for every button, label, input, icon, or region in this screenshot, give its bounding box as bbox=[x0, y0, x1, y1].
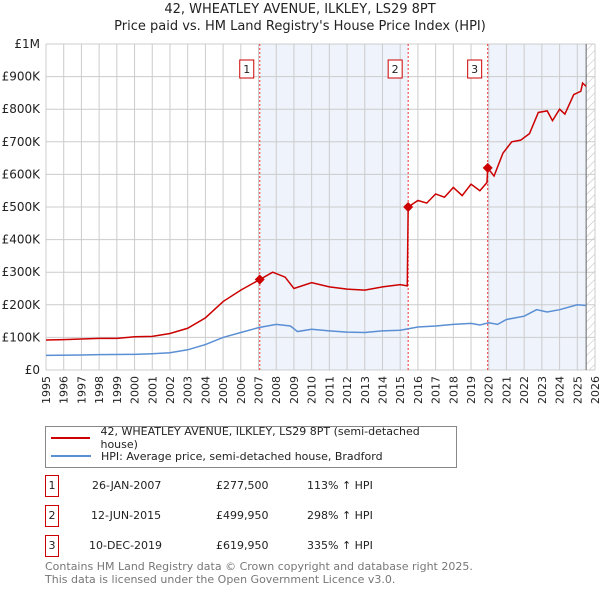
sale-point bbox=[403, 202, 414, 213]
sale-price: £277,500 bbox=[216, 479, 269, 492]
x-tick-label: 2025 bbox=[571, 376, 584, 404]
sale-marker-box bbox=[387, 59, 403, 79]
legend-item-hpi: HPI: Average price, semi-detached house,… bbox=[51, 448, 383, 464]
sale-row: 1 26-JAN-2007 £277,500 113% ↑ HPI bbox=[45, 475, 465, 497]
sale-hpi: 335% ↑ HPI bbox=[307, 539, 373, 552]
y-tick-label: £800K bbox=[2, 102, 42, 116]
sale-marker-box bbox=[239, 59, 255, 79]
sale-price: £499,950 bbox=[216, 509, 269, 522]
sale-marker-label: 1 bbox=[243, 63, 250, 76]
x-tick-label: 2005 bbox=[217, 376, 230, 404]
sale-marker: 1 bbox=[45, 475, 59, 497]
series-line bbox=[45, 304, 587, 357]
y-tick-label: £0 bbox=[25, 363, 40, 377]
legend-item-property: 42, WHEATLEY AVENUE, ILKLEY, LS29 8PT (s… bbox=[51, 425, 456, 451]
x-tick-label: 2017 bbox=[430, 376, 443, 404]
footer-copyright: Contains HM Land Registry data © Crown c… bbox=[45, 560, 473, 573]
x-tick-label: 2021 bbox=[500, 376, 513, 404]
y-tick-label: £300K bbox=[2, 265, 42, 279]
sale-marker: 3 bbox=[45, 535, 59, 557]
sale-marker-label: 3 bbox=[471, 63, 478, 76]
footer-licence: This data is licensed under the Open Gov… bbox=[45, 573, 396, 586]
sale-date: 26-JAN-2007 bbox=[92, 479, 162, 492]
x-tick-label: 1998 bbox=[93, 376, 106, 404]
sale-marker: 2 bbox=[45, 505, 59, 527]
x-tick-label: 2023 bbox=[536, 376, 549, 404]
x-tick-label: 2020 bbox=[483, 376, 496, 404]
x-tick-label: 2000 bbox=[129, 376, 142, 404]
y-tick-label: £500K bbox=[2, 200, 42, 214]
x-tick-label: 2015 bbox=[394, 376, 407, 404]
x-tick-label: 1999 bbox=[111, 376, 124, 404]
sale-hpi: 298% ↑ HPI bbox=[307, 509, 373, 522]
sale-marker-label: 2 bbox=[392, 63, 399, 76]
y-tick-label: £600K bbox=[2, 167, 42, 181]
sale-marker-box bbox=[467, 59, 483, 79]
x-tick-label: 2007 bbox=[253, 376, 266, 404]
x-tick-label: 2026 bbox=[589, 376, 600, 404]
x-tick-label: 2004 bbox=[199, 376, 212, 404]
x-tick-label: 2018 bbox=[447, 376, 460, 404]
x-tick-label: 2001 bbox=[146, 376, 159, 404]
sale-date: 10-DEC-2019 bbox=[89, 539, 163, 552]
sale-date: 12-JUN-2015 bbox=[91, 509, 162, 522]
x-tick-label: 2008 bbox=[270, 376, 283, 404]
sale-hpi: 113% ↑ HPI bbox=[307, 479, 373, 492]
x-tick-label: 2003 bbox=[182, 376, 195, 404]
x-tick-label: 1996 bbox=[58, 376, 71, 404]
x-tick-label: 2009 bbox=[288, 376, 301, 404]
legend: 42, WHEATLEY AVENUE, ILKLEY, LS29 8PT (s… bbox=[45, 425, 457, 468]
x-tick-label: 2014 bbox=[376, 376, 389, 404]
sale-point bbox=[482, 162, 493, 173]
x-tick-label: 1995 bbox=[40, 376, 53, 404]
chart-subtitle: Price paid vs. HM Land Registry's House … bbox=[114, 19, 486, 34]
y-tick-label: £1M bbox=[14, 37, 40, 51]
sale-point bbox=[254, 274, 265, 285]
x-tick-label: 2006 bbox=[235, 376, 248, 404]
x-tick-label: 2019 bbox=[465, 376, 478, 404]
x-tick-label: 2012 bbox=[341, 376, 354, 404]
x-tick-label: 2013 bbox=[359, 376, 372, 404]
x-tick-label: 2016 bbox=[412, 376, 425, 404]
x-tick-label: 2022 bbox=[518, 376, 531, 404]
sale-price: £619,950 bbox=[216, 539, 269, 552]
legend-label: HPI: Average price, semi-detached house,… bbox=[101, 449, 383, 463]
chart-title: 42, WHEATLEY AVENUE, ILKLEY, LS29 8PT bbox=[164, 2, 436, 17]
plot-area: 1995 1996 1997 1998 1999 2000 2001 2002 2003 2004… bbox=[2, 37, 600, 404]
x-tick-label: 2024 bbox=[554, 376, 567, 404]
y-tick-label: £100K bbox=[2, 330, 42, 344]
series-line bbox=[45, 81, 587, 341]
x-tick-label: 2011 bbox=[323, 376, 336, 404]
y-tick-label: £200K bbox=[2, 298, 42, 312]
x-tick-label: 2010 bbox=[306, 376, 319, 404]
y-tick-label: £700K bbox=[2, 135, 42, 149]
y-tick-label: £400K bbox=[2, 233, 42, 247]
x-tick-label: 1997 bbox=[75, 376, 88, 404]
legend-label: 42, WHEATLEY AVENUE, ILKLEY, LS29 8PT (s… bbox=[100, 425, 420, 451]
sale-row: 2 12-JUN-2015 £499,950 298% ↑ HPI bbox=[45, 505, 465, 527]
sale-row: 3 10-DEC-2019 £619,950 335% ↑ HPI bbox=[45, 535, 465, 557]
x-tick-label: 2002 bbox=[164, 376, 177, 404]
y-tick-label: £900K bbox=[2, 70, 42, 84]
